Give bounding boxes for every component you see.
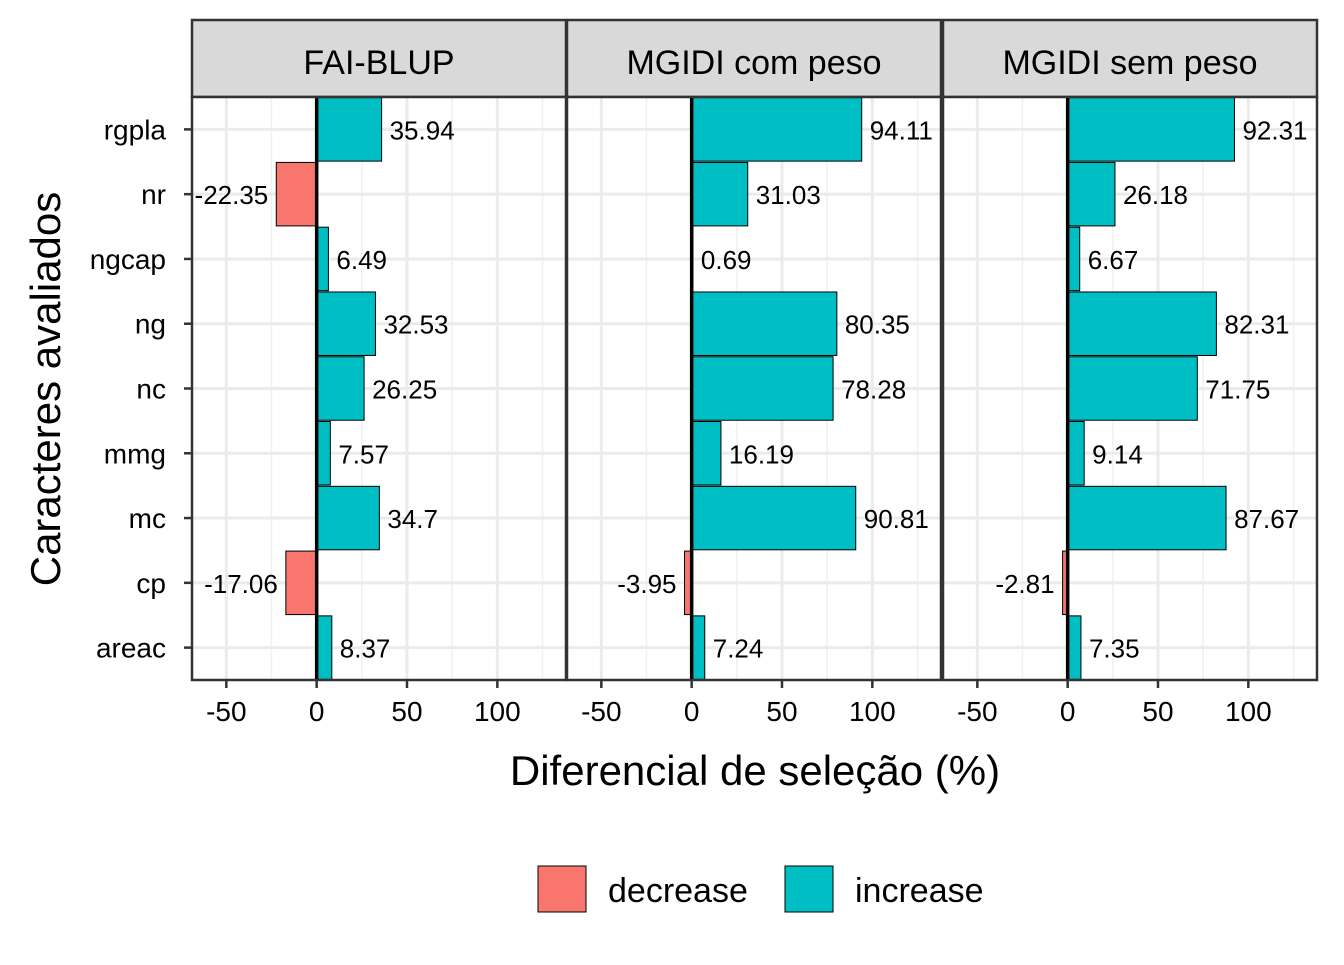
bar [691, 421, 722, 486]
bar [1067, 356, 1198, 421]
x-tick-label: 0 [684, 696, 700, 727]
y-tick-label: cp [136, 568, 166, 599]
data-label: 6.49 [336, 245, 387, 275]
bar [316, 226, 329, 292]
data-label: 6.67 [1088, 245, 1139, 275]
bar [691, 291, 838, 356]
data-label: 7.35 [1089, 634, 1140, 664]
bar [1067, 615, 1082, 680]
data-label: 82.31 [1224, 310, 1289, 340]
data-label: 16.19 [729, 439, 794, 469]
bar [316, 97, 383, 162]
data-label: 90.81 [864, 504, 929, 534]
facet-panel: FAI-BLUP 35.94 -22.35 6.49 32.53 26.25 7.57 34.… [190, 18, 568, 727]
data-label: 26.25 [372, 375, 437, 405]
facet-panels: FAI-BLUP 35.94 -22.35 6.49 32.53 26.25 7.57 34.… [190, 18, 1319, 727]
facet-panel: MGIDI com peso 94.11 31.03 0.69 80.35 78.28 16… [565, 18, 943, 727]
data-label: 92.31 [1242, 115, 1307, 145]
legend-label: increase [855, 872, 984, 910]
panel-border [941, 95, 1319, 682]
x-tick-label: 100 [1225, 696, 1272, 727]
data-label: 34.7 [387, 504, 438, 534]
y-axis: rgpla nr ngcap ng nc mmg mc cp areac [90, 114, 192, 664]
bar [316, 421, 331, 486]
y-tick-label: ngcap [90, 244, 166, 275]
y-tick-label: areac [96, 633, 166, 664]
bar [316, 485, 380, 551]
data-label: -2.81 [995, 569, 1054, 599]
bar [691, 97, 863, 162]
bar [691, 161, 749, 227]
x-tick-label: -50 [957, 696, 997, 727]
bar [316, 291, 376, 356]
legend-label: decrease [608, 872, 748, 910]
data-label: 87.67 [1234, 504, 1299, 534]
facet-strip-label: MGIDI sem peso [1002, 44, 1257, 82]
bar [691, 485, 857, 551]
bar [1067, 485, 1227, 551]
x-tick-label: -50 [581, 696, 621, 727]
data-label: 0.69 [701, 245, 752, 275]
data-label: -22.35 [195, 180, 269, 210]
bar [1067, 97, 1235, 162]
data-label: -17.06 [204, 569, 278, 599]
bar [691, 356, 834, 421]
y-tick-label: ng [135, 309, 166, 340]
y-tick-label: rgpla [104, 114, 167, 145]
facet-strip [565, 18, 943, 99]
facet-strip [941, 18, 1319, 99]
legend-swatch [784, 865, 834, 913]
data-label: 26.18 [1123, 180, 1188, 210]
y-tick-label: mmg [104, 438, 166, 469]
bar [1067, 291, 1217, 356]
data-label: 32.53 [383, 310, 448, 340]
x-tick-label: 50 [766, 696, 797, 727]
data-label: -3.95 [617, 569, 676, 599]
legend-swatch [537, 865, 587, 913]
data-label: 8.37 [340, 634, 391, 664]
x-tick-label: 50 [391, 696, 422, 727]
x-tick-label: 0 [309, 696, 325, 727]
x-tick-label: -50 [206, 696, 246, 727]
data-label: 7.24 [713, 634, 764, 664]
panel-border [565, 95, 943, 682]
x-tick-label: 50 [1142, 696, 1173, 727]
bar [1067, 226, 1081, 292]
data-label: 94.11 [870, 115, 933, 145]
legend: decrease increase [537, 865, 984, 913]
data-label: 9.14 [1092, 439, 1143, 469]
facet-strip-label: MGIDI com peso [626, 44, 881, 82]
data-label: 80.35 [845, 310, 910, 340]
facet-strip-label: FAI-BLUP [303, 44, 454, 82]
data-label: 35.94 [390, 115, 455, 145]
bar [285, 550, 318, 616]
y-tick-label: nc [136, 374, 166, 405]
bar [1067, 161, 1116, 227]
bar [316, 615, 333, 680]
x-axis-title: Diferencial de seleção (%) [510, 747, 1000, 794]
x-tick-label: 100 [474, 696, 521, 727]
bar [691, 615, 706, 680]
bar [316, 356, 365, 421]
data-label: 31.03 [756, 180, 821, 210]
data-label: 78.28 [841, 375, 906, 405]
x-tick-label: 0 [1060, 696, 1076, 727]
x-tick-label: 100 [849, 696, 896, 727]
data-label: 71.75 [1205, 375, 1270, 405]
bar [275, 161, 318, 227]
facet-panel: MGIDI sem peso 92.31 26.18 6.67 82.31 71.75 9.… [941, 18, 1319, 727]
y-tick-label: mc [129, 503, 166, 534]
facet-strip [190, 18, 568, 99]
data-label: 7.57 [338, 439, 389, 469]
y-tick-label: nr [141, 179, 166, 210]
bar [1067, 421, 1085, 486]
y-axis-title: Caracteres avaliados [22, 192, 69, 587]
